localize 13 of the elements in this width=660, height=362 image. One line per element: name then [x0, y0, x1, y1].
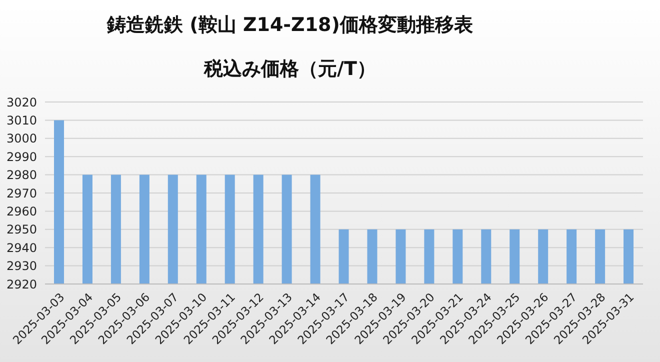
y-tick-label: 2960 — [6, 204, 37, 218]
y-tick-label: 2970 — [6, 186, 37, 200]
y-tick-label: 3020 — [6, 95, 37, 110]
chart-subtitle: 税込み価格（元/T） — [202, 57, 377, 82]
y-tick-label: 2940 — [6, 240, 37, 255]
y-tick-label: 2980 — [6, 168, 37, 182]
chart-title: 鋳造銑鉄 (鞍山 Z14-Z18)価格変動推移表 — [106, 13, 474, 38]
y-tick-label: 2920 — [6, 277, 37, 292]
y-tick-label: 2950 — [6, 222, 37, 237]
y-tick-label: 2990 — [6, 150, 37, 164]
y-tick-label: 3010 — [6, 113, 37, 128]
y-tick-label: 3000 — [6, 132, 37, 146]
y-tick-label: 2930 — [6, 259, 37, 274]
